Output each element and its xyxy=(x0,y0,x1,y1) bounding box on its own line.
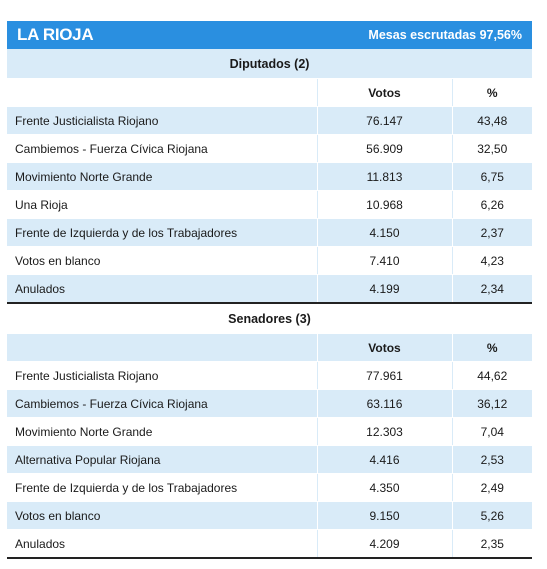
section-title: Senadores (3) xyxy=(7,303,533,334)
party-name: Frente de Izquierda y de los Trabajadore… xyxy=(7,218,317,247)
province-title: LA RIOJA xyxy=(17,25,94,44)
votos-value: 9.150 xyxy=(316,501,452,530)
pct-value: 4,23 xyxy=(451,246,533,275)
table-row: Anulados 4.209 2,35 xyxy=(7,529,533,559)
section-diputados: Diputados (2) xyxy=(7,49,533,79)
pct-value: 44,62 xyxy=(451,361,533,390)
table-row: Cambiemos - Fuerza Cívica Riojana 63.116… xyxy=(7,389,533,418)
votos-value: 10.968 xyxy=(316,190,452,219)
column-votos: Votos xyxy=(316,333,452,362)
party-name: Frente de Izquierda y de los Trabajadore… xyxy=(7,473,317,502)
mesas-escrutadas: Mesas escrutadas 97,56% xyxy=(368,28,522,42)
table-row: Anulados 4.199 2,34 xyxy=(7,274,533,304)
table-row: Movimiento Norte Grande 11.813 6,75 xyxy=(7,162,533,191)
pct-value: 2,49 xyxy=(451,473,533,502)
pct-value: 7,04 xyxy=(451,417,533,446)
table-row: Votos en blanco 7.410 4,23 xyxy=(7,246,533,275)
party-name: Frente Justicialista Riojano xyxy=(7,361,317,390)
section-title: Diputados (2) xyxy=(7,49,533,79)
votos-value: 7.410 xyxy=(316,246,452,275)
party-name: Movimiento Norte Grande xyxy=(7,417,317,446)
pct-value: 6,75 xyxy=(451,162,533,191)
votos-value: 4.199 xyxy=(316,274,452,304)
party-name: Anulados xyxy=(7,274,317,304)
table-row: Cambiemos - Fuerza Cívica Riojana 56.909… xyxy=(7,134,533,163)
votos-value: 4.150 xyxy=(316,218,452,247)
party-name: Votos en blanco xyxy=(7,246,317,275)
party-name: Cambiemos - Fuerza Cívica Riojana xyxy=(7,389,317,418)
pct-value: 43,48 xyxy=(451,106,533,135)
table-row: Alternativa Popular Riojana 4.416 2,53 xyxy=(7,445,533,474)
party-name: Cambiemos - Fuerza Cívica Riojana xyxy=(7,134,317,163)
results-table: Diputados (2) Votos % Frente Justicialis… xyxy=(7,49,533,559)
table-row: Votos en blanco 9.150 5,26 xyxy=(7,501,533,530)
pct-value: 36,12 xyxy=(451,389,533,418)
party-name: Una Rioja xyxy=(7,190,317,219)
votos-value: 63.116 xyxy=(316,389,452,418)
table-row: Una Rioja 10.968 6,26 xyxy=(7,190,533,219)
pct-value: 5,26 xyxy=(451,501,533,530)
votos-value: 4.416 xyxy=(316,445,452,474)
table-row: Frente de Izquierda y de los Trabajadore… xyxy=(7,218,533,247)
pct-value: 32,50 xyxy=(451,134,533,163)
column-pct: % xyxy=(451,333,533,362)
column-votos: Votos xyxy=(316,78,452,107)
column-pct: % xyxy=(451,78,533,107)
column-header-row: Votos % xyxy=(7,333,533,362)
party-name: Movimiento Norte Grande xyxy=(7,162,317,191)
table-row: Movimiento Norte Grande 12.303 7,04 xyxy=(7,417,533,446)
votos-value: 76.147 xyxy=(316,106,452,135)
pct-value: 6,26 xyxy=(451,190,533,219)
pct-value: 2,34 xyxy=(451,274,533,304)
votos-value: 4.209 xyxy=(316,529,452,559)
votos-value: 4.350 xyxy=(316,473,452,502)
column-header-row: Votos % xyxy=(7,78,533,107)
pct-value: 2,53 xyxy=(451,445,533,474)
party-name: Alternativa Popular Riojana xyxy=(7,445,317,474)
votos-value: 11.813 xyxy=(316,162,452,191)
votos-value: 77.961 xyxy=(316,361,452,390)
table-row: Frente Justicialista Riojano 77.961 44,6… xyxy=(7,361,533,390)
party-name: Anulados xyxy=(7,529,317,559)
votos-value: 56.909 xyxy=(316,134,452,163)
section-senadores: Senadores (3) xyxy=(7,303,533,334)
party-name: Frente Justicialista Riojano xyxy=(7,106,317,135)
party-name: Votos en blanco xyxy=(7,501,317,530)
table-row: Frente Justicialista Riojano 76.147 43,4… xyxy=(7,106,533,135)
votos-value: 12.303 xyxy=(316,417,452,446)
pct-value: 2,37 xyxy=(451,218,533,247)
table-row: Frente de Izquierda y de los Trabajadore… xyxy=(7,473,533,502)
pct-value: 2,35 xyxy=(451,529,533,559)
results-card: LA RIOJA Mesas escrutadas 97,56% Diputad… xyxy=(7,21,533,559)
results-banner: LA RIOJA Mesas escrutadas 97,56% xyxy=(7,21,532,49)
